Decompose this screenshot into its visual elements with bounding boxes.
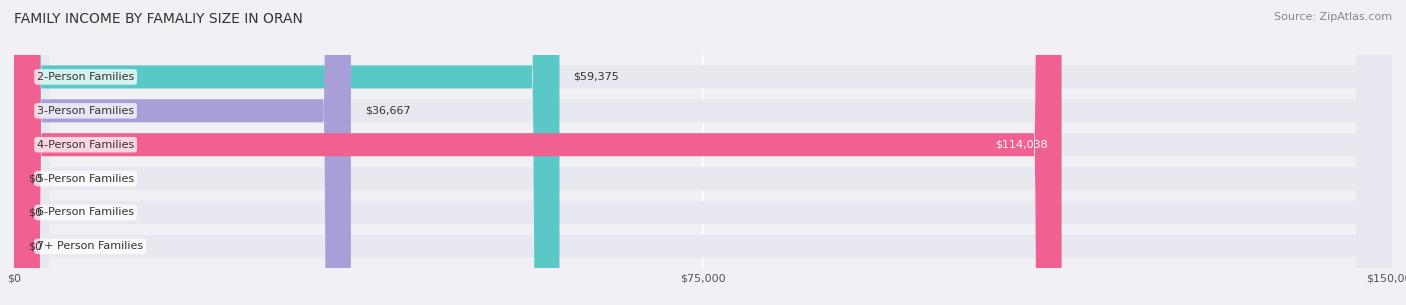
FancyBboxPatch shape (14, 0, 560, 305)
Text: Source: ZipAtlas.com: Source: ZipAtlas.com (1274, 12, 1392, 22)
FancyBboxPatch shape (14, 0, 352, 305)
Text: $114,038: $114,038 (995, 140, 1047, 150)
Text: $0: $0 (28, 241, 42, 251)
Text: $0: $0 (28, 207, 42, 217)
Text: FAMILY INCOME BY FAMALIY SIZE IN ORAN: FAMILY INCOME BY FAMALIY SIZE IN ORAN (14, 12, 302, 26)
Text: 4-Person Families: 4-Person Families (37, 140, 135, 150)
Text: 3-Person Families: 3-Person Families (37, 106, 134, 116)
FancyBboxPatch shape (14, 0, 1392, 305)
Text: 6-Person Families: 6-Person Families (37, 207, 134, 217)
Text: 7+ Person Families: 7+ Person Families (37, 241, 143, 251)
Text: 2-Person Families: 2-Person Families (37, 72, 135, 82)
FancyBboxPatch shape (14, 0, 1062, 305)
Text: $59,375: $59,375 (574, 72, 619, 82)
Text: $0: $0 (28, 174, 42, 184)
FancyBboxPatch shape (14, 0, 1392, 305)
FancyBboxPatch shape (14, 0, 1392, 305)
FancyBboxPatch shape (14, 0, 1392, 305)
Text: 5-Person Families: 5-Person Families (37, 174, 134, 184)
FancyBboxPatch shape (14, 0, 1392, 305)
Text: $36,667: $36,667 (364, 106, 411, 116)
FancyBboxPatch shape (14, 0, 1392, 305)
